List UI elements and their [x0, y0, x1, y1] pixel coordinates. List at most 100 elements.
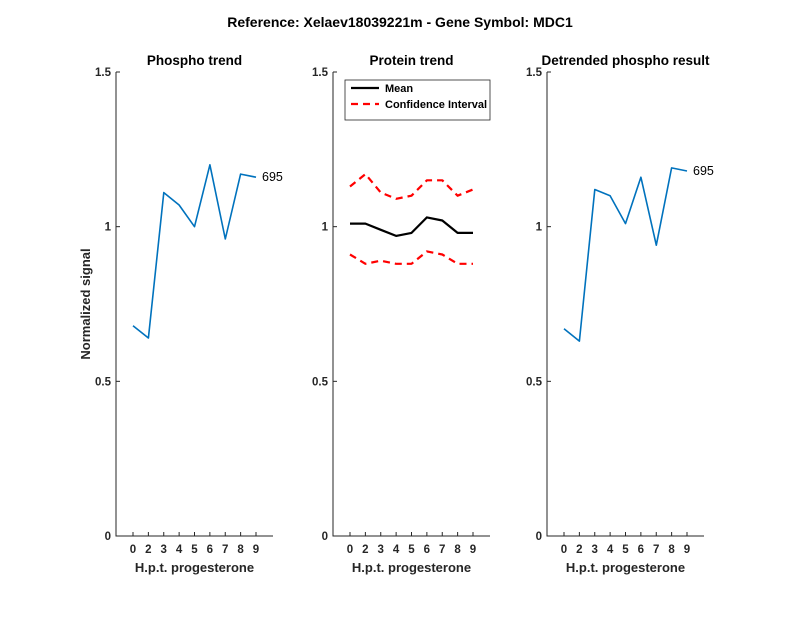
panel-1-ylabel: Normalized signal — [78, 248, 93, 359]
panel-2-ytick-label: 0.5 — [312, 376, 329, 388]
panel-3-xtick-label: 2 — [576, 544, 582, 556]
panel-3-xtick-label: 0 — [561, 544, 567, 556]
panel-2-xtick-label: 0 — [347, 544, 353, 556]
panel-1-series-1-point — [224, 238, 226, 240]
panel-2-series-1-point — [457, 232, 459, 234]
panel-2-series-3-point — [441, 254, 443, 256]
panel-2-xtick-label: 6 — [424, 544, 430, 556]
panel-3-xtick-label: 8 — [668, 544, 675, 556]
panel-3-xtick-label: 9 — [684, 544, 690, 556]
panel-3-ytick-label: 0.5 — [526, 376, 543, 388]
panel-3-series-1-point — [640, 176, 642, 178]
panel-2-xtick-label: 4 — [393, 544, 400, 556]
panel-2-xtick-label: 2 — [362, 544, 368, 556]
panel-1-series-1-point — [178, 204, 180, 206]
panel-3-annotation-label: 695 — [693, 164, 714, 178]
figure-title: Reference: Xelaev18039221m - Gene Symbol… — [227, 14, 573, 30]
panel-2-legend-label-mean: Mean — [385, 83, 413, 95]
panel-2-series-3-point — [411, 263, 413, 265]
panel-2-series-2-point — [457, 195, 459, 197]
panel-1-xtick-label: 6 — [207, 544, 213, 556]
panel-1-xtick-label: 5 — [191, 544, 198, 556]
panel-2-series-2-point — [472, 189, 474, 191]
panel-2-series-2-point — [380, 192, 382, 194]
panel-3-xtick-label: 4 — [607, 544, 614, 556]
panel-1-series-1-point — [209, 164, 211, 166]
panel-2-series-2-point — [395, 198, 397, 200]
panel-3-series-1-point — [625, 223, 627, 225]
panel-1-xtick-label: 0 — [130, 544, 136, 556]
panel-2-title: Protein trend — [369, 53, 453, 68]
panel-1-ytick-label: 0 — [105, 531, 111, 543]
panel-3-series-1-point — [563, 328, 565, 330]
panel-2-xtick-label: 8 — [454, 544, 461, 556]
panel-1-series-1-point — [132, 325, 134, 327]
panel-1-ytick-label: 0.5 — [95, 376, 112, 388]
panel-2-xtick-label: 3 — [378, 544, 384, 556]
panel-2-series-2-point — [441, 179, 443, 181]
panel-2-xtick-label: 7 — [439, 544, 445, 556]
panel-1-series-1-point — [147, 337, 149, 339]
panel-3-ytick-label: 1.5 — [526, 67, 543, 79]
panel-1-title: Phospho trend — [147, 53, 242, 68]
panel-3-xlabel: H.p.t. progesterone — [566, 560, 685, 575]
panel-1-annotation-label: 695 — [262, 170, 283, 184]
panel-2-legend: Mean Confidence Interval — [344, 79, 491, 121]
panel-2-ytick-label: 1 — [322, 222, 329, 234]
panel-2-xtick-label: 5 — [408, 544, 415, 556]
panel-2-ytick-label: 0 — [322, 531, 328, 543]
panel-1-xtick-label: 7 — [222, 544, 228, 556]
panel-2-legend-label-confidence-interval: Confidence Interval — [385, 99, 487, 111]
panel-2-series-2-point — [426, 179, 428, 181]
panel-3-xtick-label: 6 — [638, 544, 644, 556]
panel-2-series-1-point — [364, 223, 366, 225]
panel-1-series-1-point — [240, 173, 242, 175]
panel-2-xlabel: H.p.t. progesterone — [352, 560, 471, 575]
panel-2-series-1-point — [349, 223, 351, 225]
panel-2-series-3-point — [457, 263, 459, 265]
panel-3-xtick-label: 7 — [653, 544, 659, 556]
panel-1-xtick-label: 2 — [145, 544, 151, 556]
panel-2-series-1-point — [380, 229, 382, 231]
panel-2-series-1-point — [411, 232, 413, 234]
panel-1-xtick-label: 9 — [253, 544, 259, 556]
panel-1-series-1-point — [163, 192, 165, 194]
panel-1-xtick-label: 3 — [161, 544, 167, 556]
panel-2-series-1-point — [426, 216, 428, 218]
panel-3-series-1-point — [655, 244, 657, 246]
panel-1-xtick-label: 8 — [237, 544, 244, 556]
panel-1-xlabel: H.p.t. progesterone — [135, 560, 254, 575]
panel-2-series-3-point — [472, 263, 474, 265]
panel-2-series-1-point — [395, 235, 397, 237]
panel-2-series-3-line — [349, 250, 473, 265]
panel-2-series-confidence-interval-line — [349, 173, 474, 200]
panel-2-series-3-point — [380, 260, 382, 262]
panel-3-xtick-label: 3 — [592, 544, 598, 556]
panel-3-series-1-point — [578, 340, 580, 342]
panel-3-series-1-point — [609, 195, 611, 197]
panel-3-series-1-point — [594, 189, 596, 191]
panel-2-series-mean-line — [350, 216, 473, 237]
panel-3-series-1-line — [563, 167, 688, 342]
panel-3-ytick-label: 1 — [536, 222, 543, 234]
panel-2-legend-box — [344, 79, 491, 121]
panel-3-title: Detrended phospho result — [541, 53, 710, 68]
panel-1-series-1-line — [132, 164, 257, 339]
panel-2-xtick-label: 9 — [470, 544, 476, 556]
panel-3-series-1-point — [671, 167, 673, 169]
panel-2-series-3-point — [395, 263, 397, 265]
panel-3-xtick-label: 5 — [622, 544, 629, 556]
panel-2-ytick-label: 1.5 — [312, 67, 329, 79]
panel-2-series-1-point — [441, 220, 443, 222]
panel-1-series-1-point — [255, 176, 257, 178]
panel-1-ytick-label: 1.5 — [95, 67, 112, 79]
panel-2-series-3-point — [426, 251, 428, 253]
panel-1-ytick-label: 1 — [105, 222, 112, 234]
panel-2-series-2-point — [411, 195, 413, 197]
panel-2-series-1-point — [472, 232, 474, 234]
